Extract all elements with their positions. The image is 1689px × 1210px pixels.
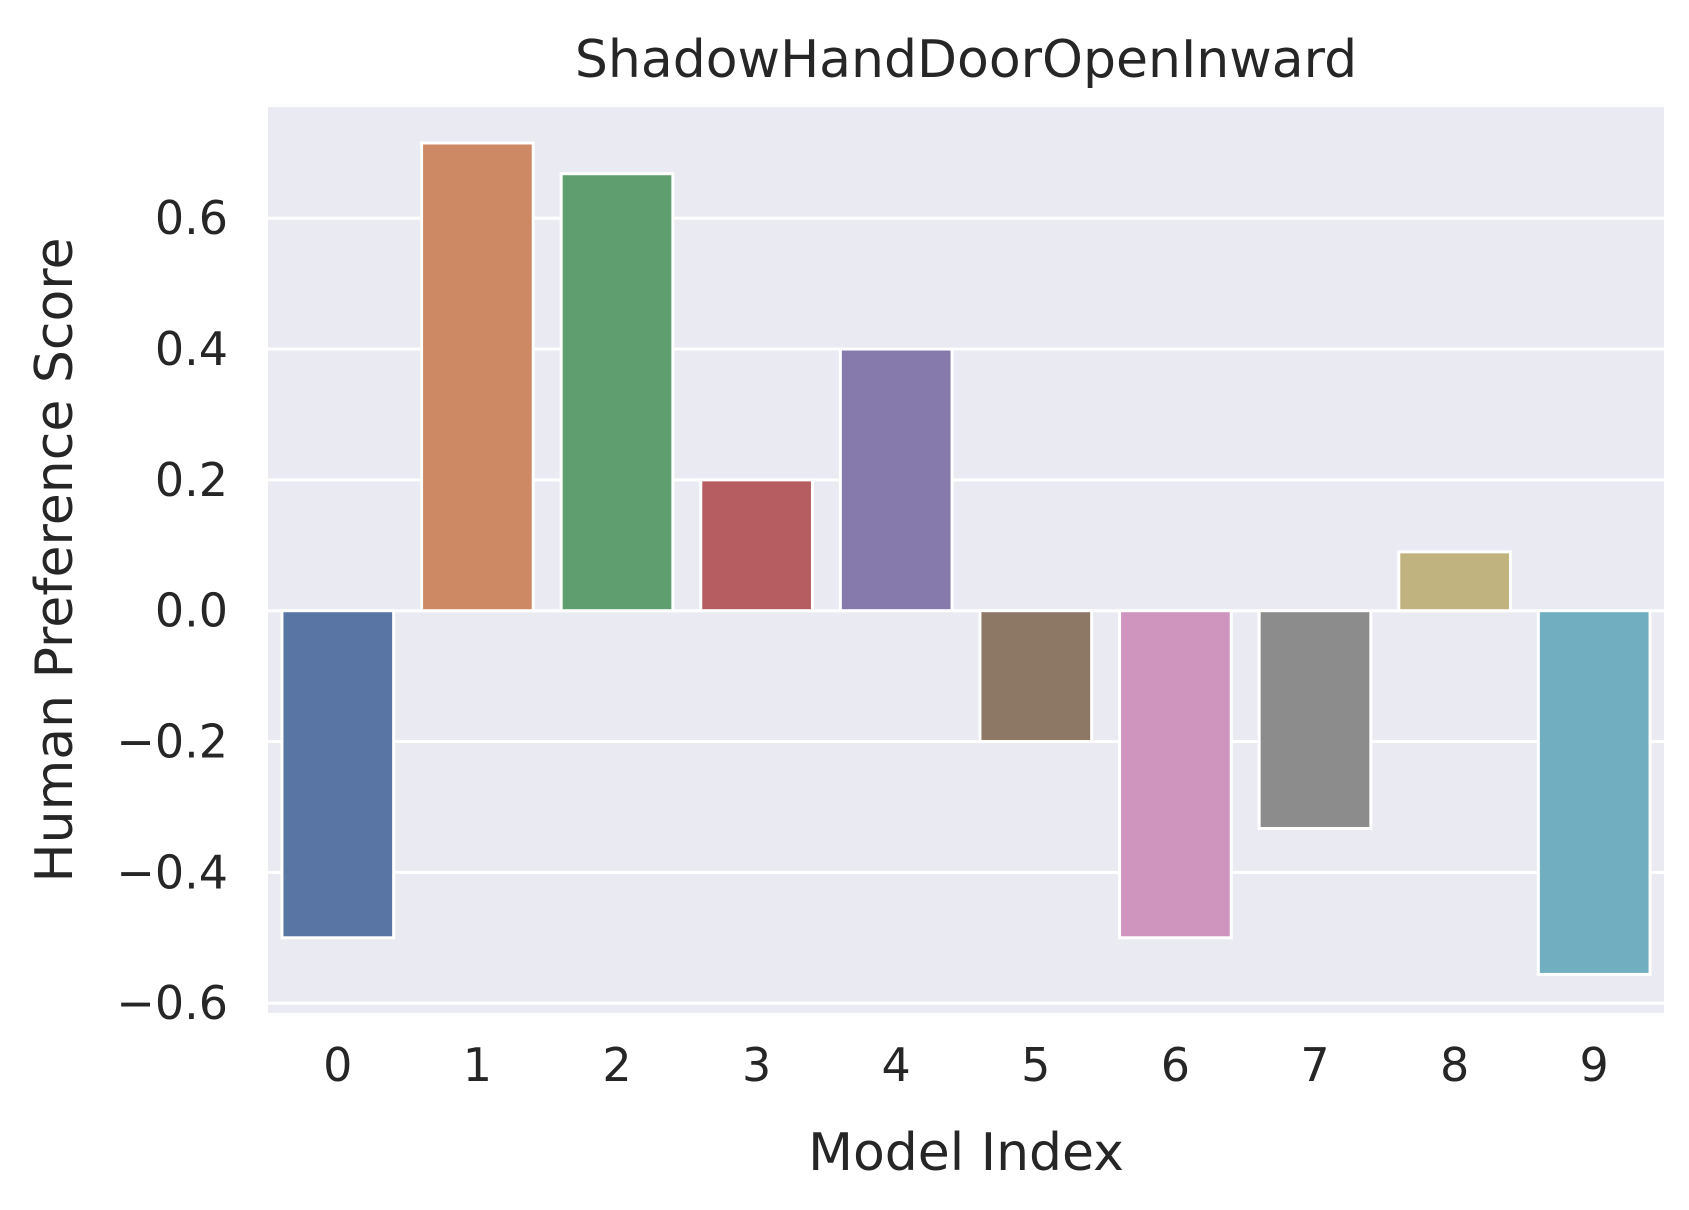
y-tick-label: 0.2 <box>155 453 228 507</box>
x-tick-label: 6 <box>1161 1038 1190 1092</box>
x-tick-label: 7 <box>1300 1038 1329 1092</box>
x-tick-label: 8 <box>1440 1038 1469 1092</box>
y-axis-ticks: −0.6 −0.4 −0.2 0.0 0.2 0.4 0.6 <box>116 191 228 1030</box>
x-tick-label: 5 <box>1021 1038 1050 1092</box>
bar-7 <box>1257 609 1373 831</box>
x-tick-label: 2 <box>602 1038 631 1092</box>
x-axis-title: Model Index <box>808 1123 1124 1183</box>
x-tick-label: 3 <box>742 1038 771 1092</box>
bar-6 <box>1118 609 1233 940</box>
chart-title: ShadowHandDoorOpenInward <box>575 30 1357 90</box>
bars <box>280 141 1652 976</box>
x-tick-label: 0 <box>323 1038 352 1092</box>
bar-3 <box>699 478 814 613</box>
bar-2 <box>559 172 675 613</box>
y-tick-label: −0.2 <box>116 715 228 769</box>
bar-9 <box>1536 609 1652 976</box>
y-axis-title: Human Preference Score <box>25 238 85 883</box>
bar-1 <box>420 141 535 613</box>
y-tick-label: −0.4 <box>116 845 228 899</box>
bar-4 <box>838 347 954 613</box>
y-tick-label: 0.4 <box>155 322 228 376</box>
bar-8 <box>1397 550 1512 613</box>
y-tick-label: 0.6 <box>155 191 228 245</box>
x-tick-label: 1 <box>463 1038 492 1092</box>
x-tick-label: 4 <box>882 1038 911 1092</box>
bar-0 <box>280 609 396 940</box>
x-axis-ticks: 0 1 2 3 4 5 6 7 8 9 <box>323 1038 1609 1092</box>
y-tick-label: 0.0 <box>155 584 228 638</box>
x-tick-label: 9 <box>1580 1038 1609 1092</box>
bar-5 <box>978 609 1094 744</box>
y-tick-label: −0.6 <box>116 976 228 1030</box>
